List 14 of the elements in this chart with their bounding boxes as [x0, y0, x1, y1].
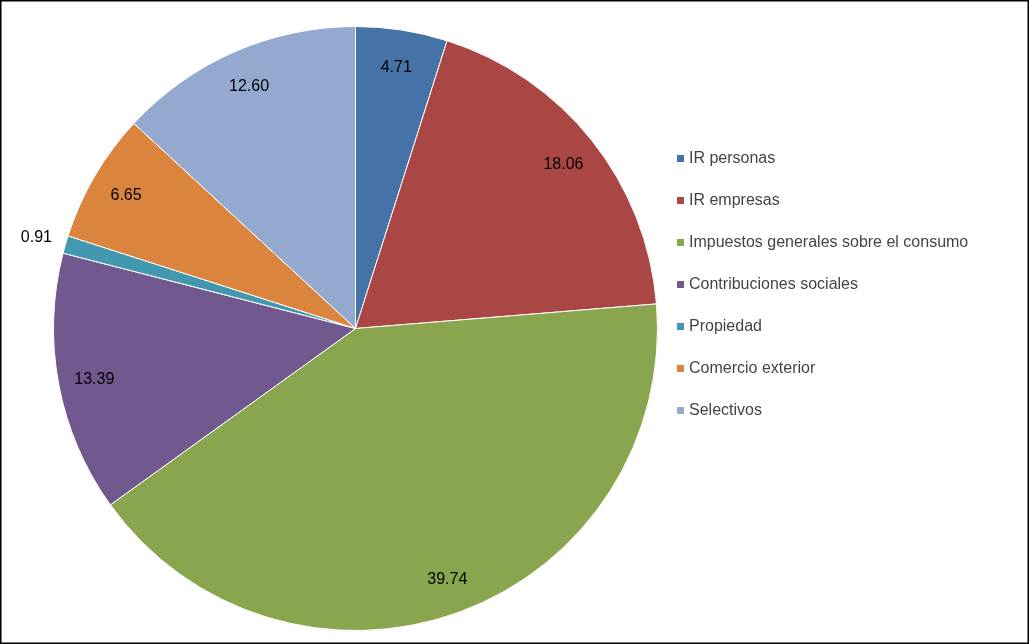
data-label: 13.39 — [74, 369, 115, 387]
legend-label: Selectivos — [689, 401, 762, 419]
data-label: 0.91 — [20, 228, 53, 246]
legend-label: Comercio exterior — [689, 359, 816, 377]
legend-label: IR empresas — [689, 191, 780, 209]
data-label: 39.74 — [427, 569, 468, 587]
data-label: 18.06 — [543, 155, 584, 173]
legend-label: Impuestos generales sobre el consumo — [689, 233, 969, 251]
legend-label: Contribuciones sociales — [689, 275, 858, 293]
legend-label: Propiedad — [689, 317, 762, 335]
data-label: 12.60 — [229, 76, 270, 94]
legend-label: IR personas — [689, 149, 776, 167]
data-label: 6.65 — [110, 186, 142, 204]
data-label: 4.71 — [380, 57, 412, 75]
